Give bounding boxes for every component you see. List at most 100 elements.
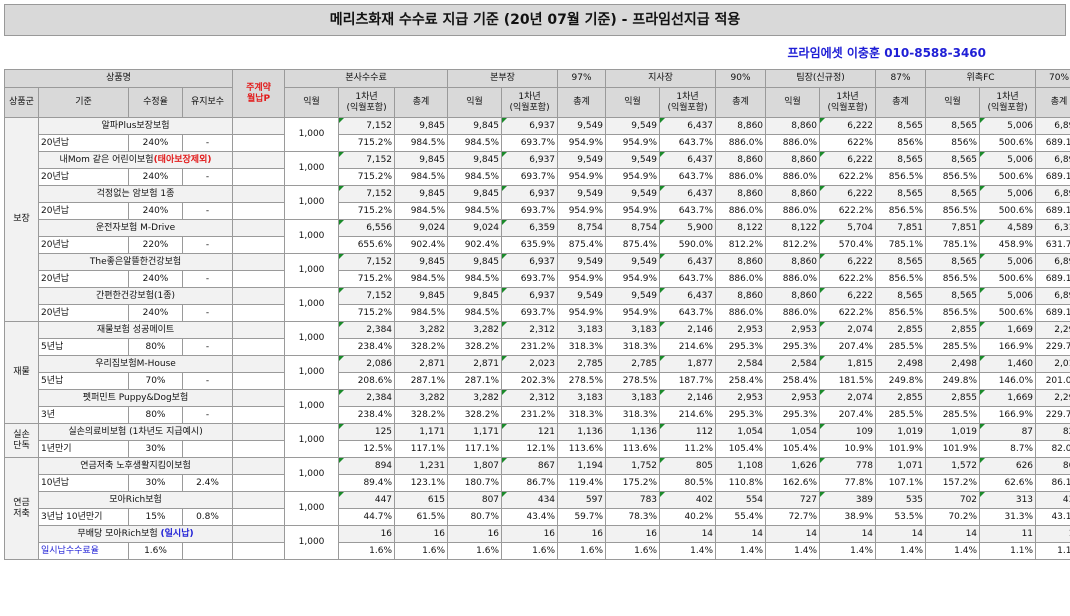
commission-amount: 4,589 bbox=[979, 219, 1037, 237]
monthly-premium: 1,000 bbox=[284, 253, 340, 288]
table-row: 우리집보험M-House 1,000 2,086 2,871 2,871 2,023 2,7… bbox=[5, 355, 1070, 390]
commission-percent: 113.6% bbox=[557, 440, 607, 458]
commission-amount: 2,312 bbox=[501, 321, 559, 339]
commission-amount: 2,953 bbox=[715, 321, 767, 339]
commission-percent: 258.4% bbox=[765, 372, 821, 390]
commission-amount: 5,006 bbox=[979, 287, 1037, 305]
commission-percent: 856.5% bbox=[875, 202, 927, 220]
commission-amount: 16 bbox=[501, 525, 559, 543]
commission-percent: 875.4% bbox=[557, 236, 607, 254]
commission-amount: 8,860 bbox=[765, 117, 821, 135]
commission-amount: 8,565 bbox=[875, 253, 927, 271]
product-name: 연금저축 노후생활지킴이보험 bbox=[37, 457, 234, 475]
product-group: 실손 단독 bbox=[4, 423, 39, 458]
monthly-premium: 1,000 bbox=[284, 151, 340, 186]
commission-amount: 8,860 bbox=[765, 287, 821, 305]
maintenance-fee bbox=[181, 440, 234, 458]
commission-percent: 875.4% bbox=[605, 236, 661, 254]
commission-percent: 201.0% bbox=[1035, 372, 1070, 390]
commission-percent: 954.9% bbox=[605, 304, 661, 322]
product-name: 우리집보험M-House bbox=[37, 355, 234, 373]
commission-amount: 431 bbox=[1035, 491, 1070, 509]
agent-contact: 프라임에셋 이충훈 010-8588-3460 bbox=[787, 46, 986, 60]
commission-percent: 856.5% bbox=[875, 270, 927, 288]
commission-amount: 1,054 bbox=[765, 423, 821, 441]
col-total-header: 총계 bbox=[1035, 87, 1070, 118]
commission-amount: 1,019 bbox=[875, 423, 927, 441]
col-next-month-header: 익월 bbox=[284, 87, 340, 118]
product-name: 재물보험 성공메이트 bbox=[37, 321, 234, 339]
commission-percent: 954.9% bbox=[557, 134, 607, 152]
adjusted-rate: 240% bbox=[128, 202, 183, 220]
table-row: 실손 단독 실손의료비보험 (1차년도 지급예시) 1,000 125 1,171 1,17… bbox=[4, 423, 1070, 458]
commission-amount: 9,845 bbox=[447, 253, 503, 271]
table-row: 걱정없는 암보험 1종 1,000 7,152 9,845 9,845 6,937 9,54… bbox=[5, 185, 1070, 220]
product-name: The좋은알뜰한건강보험 bbox=[37, 253, 234, 271]
commission-amount: 9,549 bbox=[557, 185, 607, 203]
col-first-year-header: 1차년 (익월포함) bbox=[819, 87, 877, 118]
commission-amount: 8,565 bbox=[875, 117, 927, 135]
product-name: 걱정없는 암보험 1종 bbox=[37, 185, 234, 203]
commission-amount: 6,437 bbox=[659, 151, 717, 169]
table-row: 보장 알파Plus보장보험 1,000 7,152 9,845 9,845 6,937 9,5… bbox=[4, 117, 1070, 322]
commission-amount: 1,071 bbox=[875, 457, 927, 475]
commission-percent: 1.4% bbox=[819, 542, 877, 560]
maintenance-fee: - bbox=[181, 406, 234, 424]
commission-amount: 1,171 bbox=[447, 423, 503, 441]
commission-amount: 9,549 bbox=[557, 151, 607, 169]
col-first-year-header: 1차년 (익월포함) bbox=[338, 87, 396, 118]
commission-percent: 187.7% bbox=[659, 372, 717, 390]
commission-amount: 6,437 bbox=[659, 253, 717, 271]
commission-amount: 2,384 bbox=[338, 321, 396, 339]
table-row: 펫퍼민트 Puppy&Dog보험 1,000 2,384 3,282 3,282 2,31… bbox=[5, 389, 1070, 424]
commission-amount: 2,297 bbox=[1035, 389, 1070, 407]
commission-percent: 287.1% bbox=[447, 372, 503, 390]
commission-amount: 3,183 bbox=[557, 321, 607, 339]
commission-amount: 2,953 bbox=[765, 321, 821, 339]
commission-amount: 8,860 bbox=[715, 253, 767, 271]
blank-cell bbox=[232, 406, 286, 424]
payment-basis: 20년납 bbox=[38, 168, 129, 186]
commission-amount: 9,549 bbox=[605, 253, 661, 271]
commission-amount: 554 bbox=[715, 491, 767, 509]
commission-amount: 807 bbox=[447, 491, 503, 509]
commission-amount: 7,152 bbox=[338, 287, 396, 305]
commission-percent: 635.9% bbox=[501, 236, 559, 254]
commission-amount: 597 bbox=[557, 491, 607, 509]
commission-percent: 117.1% bbox=[394, 440, 449, 458]
product-name-blank bbox=[232, 253, 286, 271]
product-name: 운전자보험 M-Drive bbox=[37, 219, 234, 237]
maintain-header: 유지보수 bbox=[181, 87, 234, 118]
commission-amount: 121 bbox=[501, 423, 559, 441]
commission-percent: 1.6% bbox=[501, 542, 559, 560]
payment-basis: 20년납 bbox=[38, 304, 129, 322]
commission-amount: 14 bbox=[819, 525, 877, 543]
commission-amount: 8,860 bbox=[765, 253, 821, 271]
commission-amount: 313 bbox=[979, 491, 1037, 509]
commission-amount: 16 bbox=[338, 525, 396, 543]
commission-percent: 59.7% bbox=[557, 508, 607, 526]
product-name-blank bbox=[232, 185, 286, 203]
commission-amount: 16 bbox=[557, 525, 607, 543]
commission-percent: 954.9% bbox=[605, 134, 661, 152]
monthly-premium: 1,000 bbox=[284, 525, 340, 560]
commission-percent: 886.0% bbox=[765, 202, 821, 220]
adjusted-rate: 240% bbox=[128, 134, 183, 152]
commission-amount: 2,074 bbox=[819, 321, 877, 339]
product-name-text: 걱정없는 암보험 1종 bbox=[96, 188, 175, 199]
commission-percent: 643.7% bbox=[659, 202, 717, 220]
monthly-premium: 1,000 bbox=[284, 321, 340, 356]
commission-percent: 295.3% bbox=[715, 338, 767, 356]
commission-percent: 500.6% bbox=[979, 134, 1037, 152]
commission-percent: 689.1% bbox=[1035, 270, 1070, 288]
commission-amount: 2,498 bbox=[925, 355, 981, 373]
commission-percent: 954.9% bbox=[557, 168, 607, 186]
product-name-blank bbox=[232, 219, 286, 237]
commission-percent: 715.2% bbox=[338, 304, 396, 322]
commission-amount: 6,937 bbox=[501, 287, 559, 305]
blank-cell bbox=[232, 474, 286, 492]
commission-amount: 9,549 bbox=[605, 287, 661, 305]
commission-percent: 318.3% bbox=[605, 406, 661, 424]
maintenance-fee: - bbox=[181, 338, 234, 356]
commission-amount: 783 bbox=[605, 491, 661, 509]
